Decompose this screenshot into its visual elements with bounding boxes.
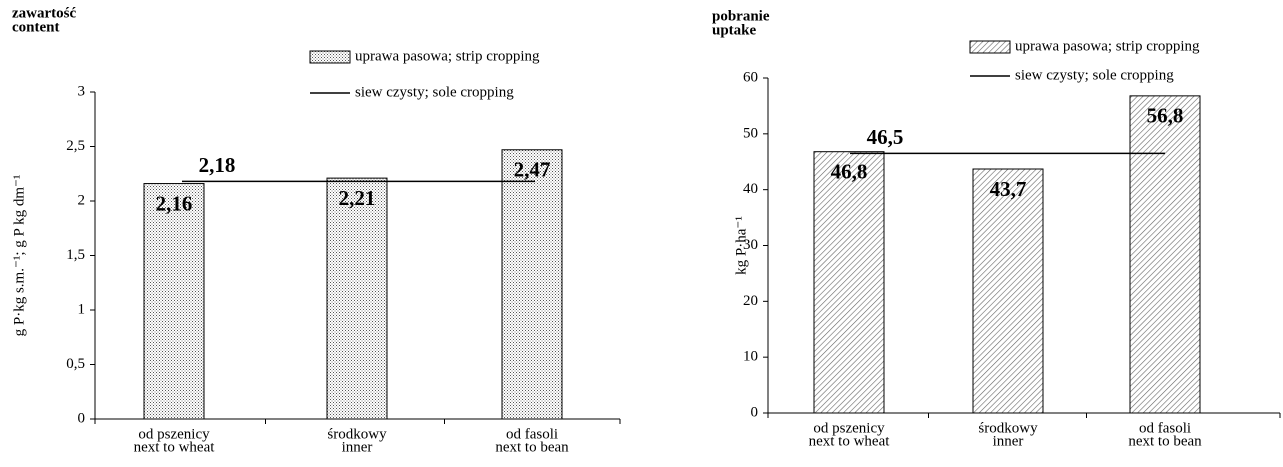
legend-label: siew czysty; sole cropping	[355, 84, 514, 100]
legend-label: uprawa pasowa; strip cropping	[355, 48, 540, 64]
y-tick-label: 0	[78, 410, 86, 426]
legend-label: siew czysty; sole cropping	[1015, 67, 1174, 83]
bar	[1129, 95, 1201, 414]
chart-subtitle: uptake	[712, 22, 757, 38]
legend-swatch	[309, 50, 351, 64]
bar	[813, 151, 885, 414]
data-label: 46,8	[831, 160, 868, 184]
bar	[143, 183, 205, 420]
reference-label: 46,5	[867, 125, 904, 149]
y-tick-label: 60	[743, 69, 758, 85]
y-tick-label: 3	[78, 83, 86, 99]
y-axis-label: kg P·ha⁻¹	[733, 216, 749, 275]
y-tick-label: 2	[78, 192, 86, 208]
x-tick-label: next to bean	[1128, 433, 1202, 449]
chart-subtitle: content	[12, 19, 60, 35]
x-tick-label: od fasoli	[1139, 420, 1191, 436]
legend-label: uprawa pasowa; strip cropping	[1015, 38, 1200, 54]
data-label: 56,8	[1147, 104, 1184, 128]
y-axis-label: g P·kg s.m.⁻¹; g P kg dm⁻¹	[11, 175, 27, 337]
x-tick-label: od pszenicy	[813, 420, 885, 436]
x-tick-label: od pszenicy	[138, 426, 210, 442]
x-tick-label: next to wheat	[134, 439, 216, 455]
y-tick-label: 30	[743, 237, 758, 253]
x-tick-label: środkowy	[327, 426, 387, 442]
x-tick-label: inner	[342, 439, 373, 455]
bar	[501, 149, 563, 420]
legend-swatch	[969, 40, 1011, 54]
bar	[972, 168, 1044, 414]
x-tick-label: inner	[993, 433, 1024, 449]
x-tick-label: next to wheat	[809, 433, 891, 449]
y-tick-label: 2,5	[66, 138, 85, 154]
x-tick-label: next to bean	[495, 439, 569, 455]
x-tick-label: środkowy	[978, 420, 1038, 436]
chart-title: zawartość	[12, 5, 76, 21]
bar	[326, 177, 388, 420]
y-tick-label: 1,5	[66, 247, 85, 263]
y-tick-label: 50	[743, 125, 758, 141]
data-label: 2,16	[156, 191, 193, 215]
y-tick-label: 1	[78, 301, 86, 317]
data-label: 2,47	[514, 158, 551, 182]
y-tick-label: 40	[743, 181, 758, 197]
data-label: 43,7	[990, 177, 1027, 201]
chart-title: pobranie	[712, 8, 770, 24]
y-tick-label: 0,5	[66, 356, 85, 372]
y-tick-label: 10	[743, 349, 758, 365]
x-tick-label: od fasoli	[506, 426, 558, 442]
data-label: 2,21	[339, 186, 376, 210]
reference-label: 2,18	[199, 153, 236, 177]
y-tick-label: 0	[751, 404, 759, 420]
y-tick-label: 20	[743, 293, 758, 309]
